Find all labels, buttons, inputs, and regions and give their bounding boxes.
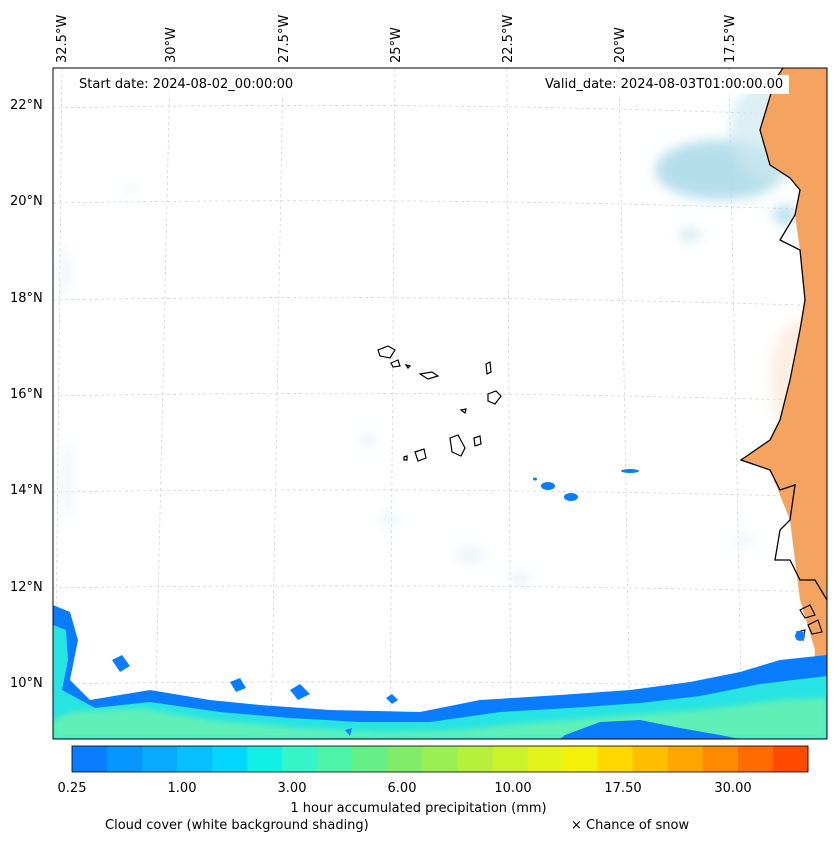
colorbar-swatch [457,746,494,772]
colorbar-swatch [212,746,248,772]
colorbar-tick: 30.00 [714,781,752,796]
lon-label-32-5w: 32.5°W [55,14,70,63]
lat-label-12n: 12°N [10,580,43,595]
snow-legend: × Chance of snow [571,818,690,833]
colorbar-swatch [177,746,213,772]
colorbar-swatch [107,746,143,772]
colorbar-frame [71,745,809,773]
colorbar-swatch [387,746,423,772]
colorbar-tick: 17.50 [604,781,642,796]
colorbar-swatch [667,746,704,772]
precipitation-cells [533,469,805,641]
colorbar-swatch [632,746,669,772]
colorbar-tick: 10.00 [494,781,532,796]
colorbar-swatch [247,746,283,772]
colorbar-swatch [597,746,634,772]
cape-verde-islands [377,345,502,462]
lat-label-18n: 18°N [10,291,43,306]
colorbar-swatch [317,746,353,772]
colorbar-tick: 0.25 [57,781,87,796]
colorbar-swatch [737,746,774,772]
colorbar-swatch [772,746,809,772]
colorbar-tick: 1.00 [167,781,197,796]
colorbar-swatch [282,746,318,772]
colorbar-tick: 3.00 [277,781,307,796]
map-frame [52,67,828,740]
lon-label-17-5w: 17.5°W [723,14,738,63]
valid-date-label: Valid_date: 2024-08-03T01:00:00.00 [539,75,790,94]
start-date-label: Start date: 2024-08-02_00:00:00 [73,75,300,94]
colorbar-swatch [352,746,388,772]
colorbar-swatch [562,746,599,772]
lat-label-10n: 10°N [10,676,43,691]
lon-label-30w: 30°W [164,27,179,63]
coastline [739,68,827,601]
colorbar-swatch [527,746,564,772]
colorbar-swatch [702,746,739,772]
lon-label-20w: 20°W [613,27,628,63]
colorbar-tick: 6.00 [387,781,417,796]
colorbar [72,746,809,772]
lon-label-22-5w: 22.5°W [501,14,516,63]
colorbar-swatch [142,746,178,772]
land-africa [741,68,827,739]
colorbar-title: 1 hour accumulated precipitation (mm) [290,801,547,816]
lat-label-16n: 16°N [10,387,43,402]
lon-label-27-5w: 27.5°W [277,14,292,63]
lon-label-25w: 25°W [389,27,404,63]
precipitation-band [53,605,827,739]
colorbar-swatch [422,746,459,772]
colorbar-swatch [72,746,108,772]
colorbar-swatch [492,746,529,772]
cloud-cover-legend: Cloud cover (white background shading) [105,818,369,833]
lat-label-20n: 20°N [10,194,43,209]
lat-label-14n: 14°N [10,483,43,498]
lat-label-22n: 22°N [10,98,43,113]
